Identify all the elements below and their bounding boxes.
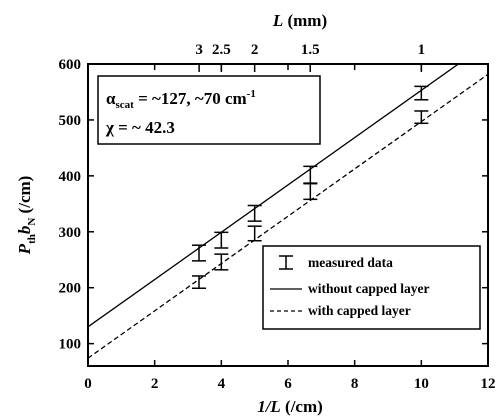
top-axis-title-unit: (mm): [283, 11, 327, 30]
top-tick-label: 1.5: [301, 42, 320, 58]
y-tick-label: 600: [59, 57, 82, 73]
top-tick-label: 1: [418, 42, 426, 58]
y-tick-label: 300: [59, 225, 82, 241]
error-bar: [192, 275, 206, 290]
x-axis-title-var: 1/L: [257, 397, 281, 416]
error-bar: [303, 182, 318, 201]
top-tick-label: 3: [195, 42, 203, 58]
annotation-alpha: αscat = ~127, ~70 cm-1: [106, 88, 256, 111]
series-capped: [88, 73, 488, 359]
y-axis-title: PthbN (/cm): [15, 176, 38, 256]
x-tick-label: 12: [481, 376, 496, 392]
error-bar: [303, 165, 318, 184]
annotation-box: αscat = ~127, ~70 cm-1 χ = ~ 42.3: [97, 75, 321, 145]
y-axis-title-sub-th: th: [26, 234, 38, 244]
x-tick-label: 0: [84, 376, 92, 392]
annotation-alpha-value: = ~127, ~70 cm: [134, 89, 247, 108]
error-bar: [214, 231, 229, 249]
legend-label-uncapped: without capped layer: [308, 281, 430, 296]
y-axis-title-var-p: P: [15, 243, 34, 255]
y-axis-title-var-b: b: [15, 226, 34, 235]
top-axis-title: L (mm): [272, 11, 327, 30]
error-bar: [214, 253, 229, 271]
x-tick-label: 8: [351, 376, 359, 392]
legend-frame: [262, 245, 481, 330]
annotation-alpha-sup: -1: [247, 88, 256, 100]
error-bar: [247, 225, 262, 242]
x-tick-label: 6: [284, 376, 292, 392]
tick-layer: 0 2 4 6 8 10 12 100 200 300 400 500 600 3 2.5 2 1.5 1: [59, 42, 496, 392]
x-axis-title: 1/L (/cm): [257, 397, 323, 416]
series-layer: [88, 64, 488, 359]
annotation-chi: χ = ~ 42.3: [105, 118, 175, 137]
error-bar: [414, 85, 429, 101]
top-tick-label: 2.5: [212, 42, 231, 58]
y-tick-label: 400: [59, 169, 82, 185]
y-tick-label: 100: [59, 337, 82, 353]
error-bar: [192, 244, 206, 262]
legend: measured data without capped layer with …: [262, 245, 481, 330]
top-axis-title-var: L: [272, 11, 283, 30]
legend-label-measured: measured data: [308, 255, 393, 270]
annotation-alpha-symbol: α: [106, 89, 116, 108]
y-tick-label: 200: [59, 281, 82, 297]
x-tick-label: 2: [151, 376, 159, 392]
top-tick-label: 2: [251, 42, 259, 58]
y-axis-title-unit: (/cm): [15, 176, 34, 218]
x-tick-label: 10: [414, 376, 429, 392]
annotation-frame: [97, 75, 321, 145]
legend-measured-symbol: [279, 255, 293, 270]
x-axis-title-unit: (/cm): [281, 397, 323, 416]
error-bar: [247, 204, 262, 222]
x-tick-label: 4: [218, 376, 226, 392]
annotation-alpha-sub: scat: [116, 99, 135, 111]
y-tick-label: 500: [59, 113, 82, 129]
error-bar: [414, 110, 429, 125]
y-axis-title-sub-n: N: [26, 218, 38, 226]
legend-label-capped: with capped layer: [308, 303, 411, 318]
